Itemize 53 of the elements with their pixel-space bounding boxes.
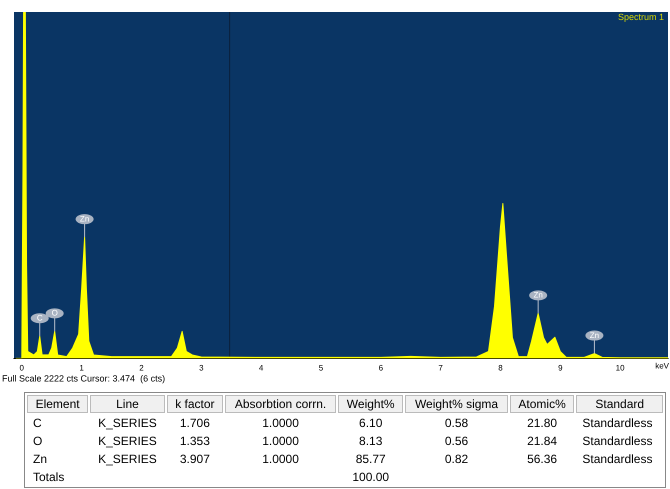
text: Zn (33, 452, 48, 466)
category-label: Weight% (338, 395, 404, 413)
text: K_SERIES (98, 452, 157, 466)
text: 0.58 (444, 416, 468, 430)
x-tick-label: 8 (498, 363, 504, 372)
text: 56.36 (527, 452, 558, 466)
text: O (33, 434, 42, 448)
text: Standardless (582, 434, 652, 448)
x-tick-label: 7 (438, 363, 444, 372)
text: K_SERIES (98, 416, 157, 430)
x-tick-label: 5 (318, 363, 324, 372)
annotation: Zn (80, 214, 90, 224)
x-tick-label: 3 (199, 363, 204, 372)
category-label: Standard (576, 395, 663, 413)
text: Totals (33, 470, 64, 484)
text: 85.77 (356, 452, 386, 466)
x-tick-label: 6 (378, 363, 384, 372)
annotation: Zn (533, 290, 543, 300)
category-label: Line (90, 395, 165, 413)
x-tick-label: 10 (616, 363, 626, 372)
x-tick-label: 1 (79, 363, 84, 372)
text: 21.80 (527, 416, 558, 430)
text: 1.0000 (262, 416, 299, 430)
category-label: Atomic% (510, 395, 574, 413)
text: 8.13 (359, 434, 382, 448)
text: 6.10 (359, 416, 382, 430)
category-label: Absorbtion corrn. (225, 395, 336, 413)
text: K_SERIES (98, 434, 157, 448)
annotation: Zn (590, 330, 600, 340)
text: C (33, 416, 42, 430)
annotation: O (52, 308, 58, 318)
text: 1.0000 (262, 434, 299, 448)
text: 0.56 (444, 434, 468, 448)
x-tick-label: 4 (258, 363, 264, 372)
x-tick-label: 0 (20, 363, 25, 372)
x-tick-label: 2 (139, 363, 144, 372)
text: Full Scale 2222 cts Cursor: 3.474 (6 cts) (2, 373, 166, 384)
category-label: k factor (166, 395, 223, 413)
x-tick-label: 9 (558, 363, 564, 372)
x-axis-title: keV (655, 362, 670, 371)
text: 21.84 (527, 434, 558, 448)
annotation: C (36, 313, 43, 322)
category-label: Weight% sigma (405, 395, 508, 413)
text: 1.706 (180, 416, 210, 430)
annotation: Spectrum 1 (618, 12, 664, 22)
text: 1.353 (180, 434, 210, 448)
text: Standardless (582, 452, 652, 466)
text: 100.00 (352, 470, 390, 484)
text: Standardless (582, 416, 652, 430)
text: 1.0000 (262, 452, 299, 466)
category-label: Element (27, 395, 88, 413)
text: 0.82 (444, 452, 468, 466)
text: 3.907 (180, 452, 210, 466)
